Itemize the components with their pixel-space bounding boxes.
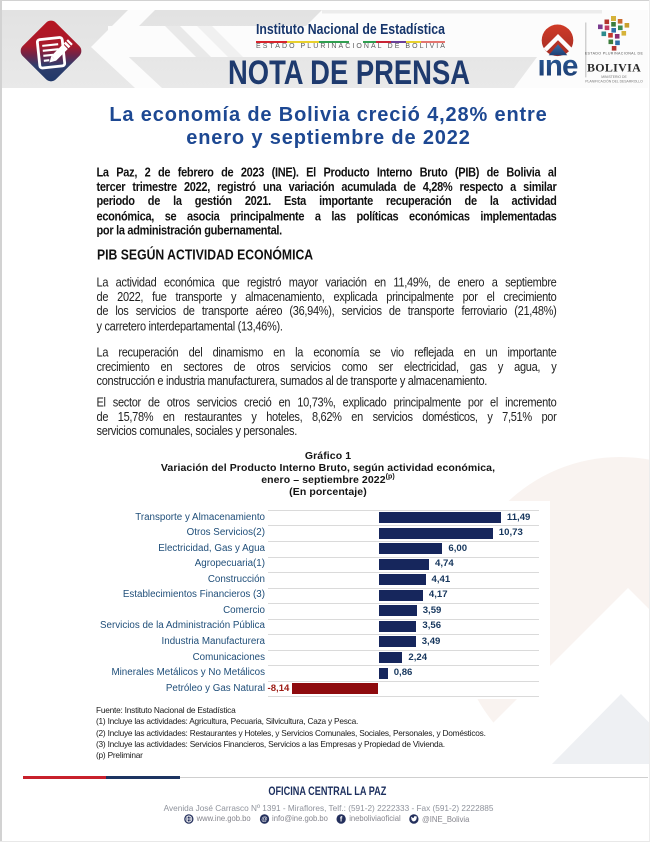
svg-text:MINISTERIO DE: MINISTERIO DE xyxy=(601,75,627,79)
svg-text:ESTADO PLURINACIONAL DE: ESTADO PLURINACIONAL DE xyxy=(585,52,644,56)
svg-text:BOLIVIA: BOLIVIA xyxy=(587,61,641,75)
svg-text:f: f xyxy=(340,814,343,823)
svg-text:ıne: ıne xyxy=(538,49,578,82)
svg-text:PLANIFICACIÓN DEL DESARROLLO: PLANIFICACIÓN DEL DESARROLLO xyxy=(585,79,643,84)
svg-text:@: @ xyxy=(261,816,267,823)
